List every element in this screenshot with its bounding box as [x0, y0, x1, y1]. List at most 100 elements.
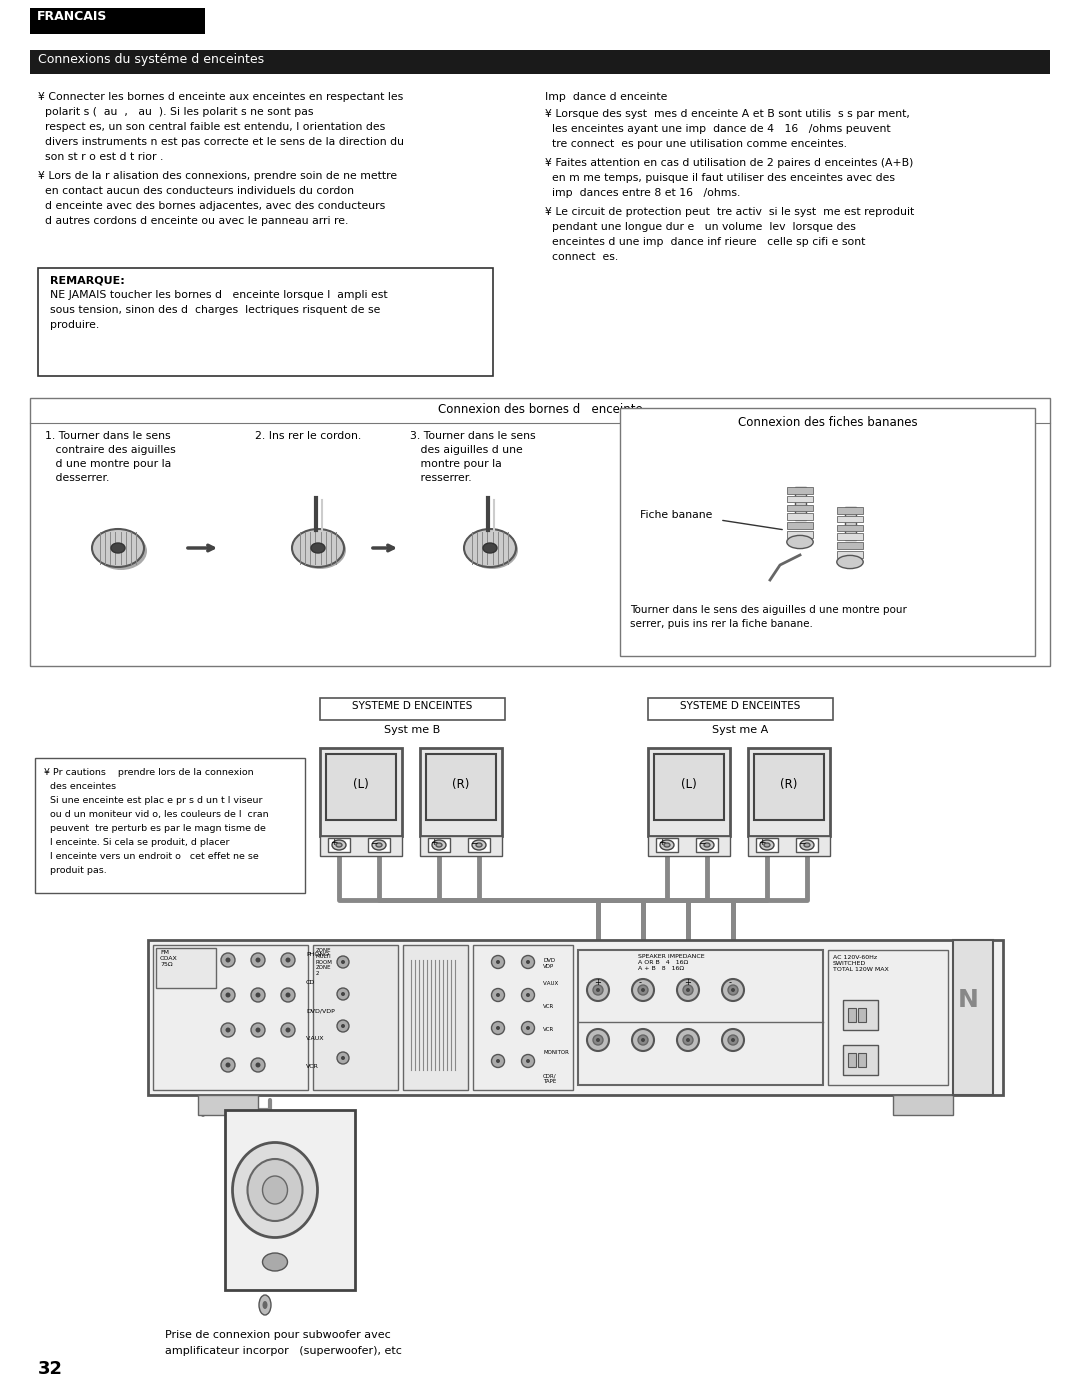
- Text: en m me temps, puisque il faut utiliser des enceintes avec des: en m me temps, puisque il faut utiliser …: [545, 173, 895, 183]
- Text: montre pour la: montre pour la: [410, 459, 502, 469]
- Text: resserrer.: resserrer.: [410, 473, 472, 483]
- Ellipse shape: [677, 1030, 699, 1051]
- Text: +: +: [330, 838, 337, 846]
- Ellipse shape: [464, 529, 516, 567]
- Bar: [748, 837, 831, 856]
- Ellipse shape: [686, 988, 690, 992]
- Ellipse shape: [226, 1062, 230, 1067]
- Bar: [426, 754, 496, 820]
- Bar: [420, 748, 502, 837]
- Ellipse shape: [251, 1058, 265, 1072]
- Text: Syst me A: Syst me A: [712, 725, 768, 734]
- Text: produit pas.: produit pas.: [44, 866, 107, 874]
- Text: des aiguilles d une: des aiguilles d une: [410, 445, 523, 455]
- Text: Connexion des fiches bananes: Connexion des fiches bananes: [739, 416, 918, 429]
- Bar: [368, 838, 390, 852]
- Text: +: +: [684, 978, 691, 988]
- Bar: [837, 506, 863, 513]
- Text: son st r o est d t rior .: son st r o est d t rior .: [38, 152, 163, 162]
- Ellipse shape: [262, 1254, 287, 1272]
- Bar: [156, 949, 216, 988]
- Ellipse shape: [337, 988, 349, 1000]
- Text: ¥ Connecter les bornes d enceinte aux enceintes en respectant les: ¥ Connecter les bornes d enceinte aux en…: [38, 92, 403, 102]
- Ellipse shape: [294, 532, 346, 569]
- Text: +: +: [758, 838, 766, 846]
- Text: Connexions du systéme d enceintes: Connexions du systéme d enceintes: [38, 53, 265, 66]
- Bar: [848, 1009, 856, 1023]
- Text: V.AUX: V.AUX: [306, 1037, 324, 1041]
- Text: +: +: [594, 978, 600, 988]
- Ellipse shape: [731, 1038, 735, 1042]
- Ellipse shape: [526, 1025, 530, 1030]
- Ellipse shape: [285, 1027, 291, 1032]
- Bar: [837, 516, 863, 522]
- Ellipse shape: [472, 839, 486, 851]
- Text: (L): (L): [681, 778, 697, 790]
- Text: pendant une longue dur e   un volume  lev  lorsque des: pendant une longue dur e un volume lev l…: [545, 222, 855, 232]
- Ellipse shape: [704, 844, 710, 846]
- Ellipse shape: [221, 953, 235, 967]
- Ellipse shape: [251, 1023, 265, 1037]
- Bar: [326, 754, 396, 820]
- Text: 2. Ins rer le cordon.: 2. Ins rer le cordon.: [255, 431, 361, 441]
- Bar: [320, 748, 402, 837]
- Ellipse shape: [800, 839, 814, 851]
- Bar: [754, 754, 824, 820]
- Ellipse shape: [491, 1021, 504, 1034]
- Ellipse shape: [723, 979, 744, 1002]
- Ellipse shape: [483, 543, 497, 553]
- Text: V.AUX: V.AUX: [543, 981, 559, 986]
- Ellipse shape: [522, 1055, 535, 1067]
- Text: FRANCAIS: FRANCAIS: [37, 10, 107, 22]
- Text: VCR: VCR: [543, 1004, 554, 1009]
- Ellipse shape: [837, 555, 863, 568]
- Ellipse shape: [593, 1035, 603, 1045]
- Ellipse shape: [677, 979, 699, 1002]
- Ellipse shape: [476, 844, 482, 846]
- Text: connect  es.: connect es.: [545, 252, 618, 262]
- Text: d une montre pour la: d une montre pour la: [45, 459, 172, 469]
- Ellipse shape: [496, 1025, 500, 1030]
- Text: −: −: [470, 838, 477, 846]
- Text: serrer, puis ins rer la fiche banane.: serrer, puis ins rer la fiche banane.: [630, 618, 813, 630]
- Text: des enceintes: des enceintes: [44, 782, 117, 790]
- Text: amplificateur incorpor   (superwoofer), etc: amplificateur incorpor (superwoofer), et…: [165, 1346, 402, 1356]
- Ellipse shape: [221, 1023, 235, 1037]
- Ellipse shape: [496, 993, 500, 997]
- Text: (L): (L): [353, 778, 369, 790]
- Bar: [198, 1095, 258, 1115]
- Ellipse shape: [526, 1059, 530, 1063]
- Text: Prise de connexion pour subwoofer avec: Prise de connexion pour subwoofer avec: [165, 1330, 391, 1340]
- Ellipse shape: [526, 993, 530, 997]
- Bar: [858, 1009, 866, 1023]
- Text: ¥ Faites attention en cas d utilisation de 2 paires d enceintes (A+B): ¥ Faites attention en cas d utilisation …: [545, 158, 914, 168]
- Text: l enceinte vers un endroit o   cet effet ne se: l enceinte vers un endroit o cet effet n…: [44, 852, 259, 860]
- Bar: [35, 758, 305, 893]
- Ellipse shape: [226, 992, 230, 997]
- Text: les enceintes ayant une imp  dance de 4   16   /ohms peuvent: les enceintes ayant une imp dance de 4 1…: [545, 125, 891, 134]
- Ellipse shape: [664, 844, 670, 846]
- Text: ¥ Le circuit de protection peut  tre activ  si le syst  me est reproduit: ¥ Le circuit de protection peut tre acti…: [545, 207, 915, 217]
- Ellipse shape: [686, 1038, 690, 1042]
- Text: SPEAKER IMPEDANCE
A OR B   4   16Ω
A + B   8   16Ω: SPEAKER IMPEDANCE A OR B 4 16Ω A + B 8 1…: [638, 954, 704, 971]
- Ellipse shape: [226, 1027, 230, 1032]
- Ellipse shape: [522, 1021, 535, 1034]
- Text: divers instruments n est pas correcte et le sens de la direction du: divers instruments n est pas correcte et…: [38, 137, 404, 147]
- Ellipse shape: [341, 1056, 345, 1060]
- Bar: [748, 748, 831, 837]
- Bar: [225, 1109, 355, 1290]
- Ellipse shape: [259, 1295, 271, 1315]
- Ellipse shape: [337, 1020, 349, 1032]
- Text: ¥ Lors de la r alisation des connexions, prendre soin de ne mettre: ¥ Lors de la r alisation des connexions,…: [38, 171, 397, 180]
- Ellipse shape: [660, 839, 674, 851]
- Ellipse shape: [262, 1177, 287, 1205]
- Ellipse shape: [226, 957, 230, 963]
- Ellipse shape: [731, 988, 735, 992]
- Ellipse shape: [262, 1301, 268, 1309]
- Text: VCR: VCR: [543, 1027, 554, 1032]
- Bar: [787, 505, 813, 511]
- Text: d enceinte avec des bornes adjacentes, avec des conducteurs: d enceinte avec des bornes adjacentes, a…: [38, 201, 386, 211]
- Ellipse shape: [337, 956, 349, 968]
- Ellipse shape: [336, 844, 342, 846]
- Ellipse shape: [256, 1027, 260, 1032]
